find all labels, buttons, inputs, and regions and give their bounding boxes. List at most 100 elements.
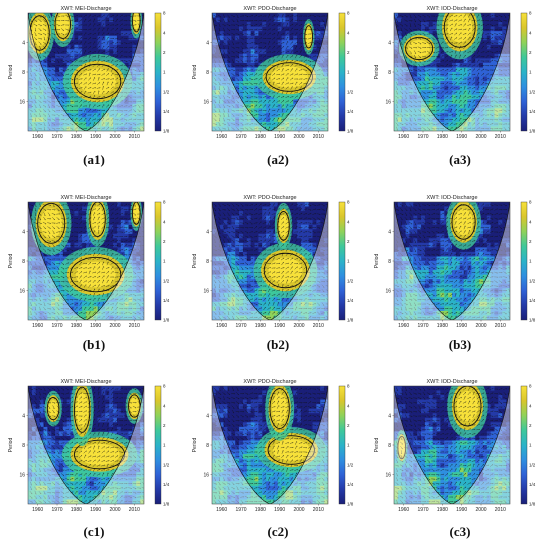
x-tick-label: 1990: [456, 134, 467, 140]
panel-caption: (c1): [4, 524, 184, 540]
y-axis-label: Period: [8, 254, 14, 269]
colorbar-tick-label: 1: [529, 70, 532, 75]
x-tick-label: 1970: [235, 134, 246, 140]
chart-title: XWT: IOD-Discharge: [426, 6, 477, 12]
panel-caption: (a3): [370, 152, 550, 168]
y-tick-label: 16: [19, 99, 25, 105]
x-tick-label: 2010: [129, 507, 140, 513]
colorbar-tick-label: 1: [163, 70, 166, 75]
colorbar-tick-label: 4: [529, 30, 532, 35]
x-tick-label: 1970: [235, 507, 246, 513]
colorbar-tick-label: 1/8: [347, 502, 354, 507]
colorbar-tick-label: 8: [347, 384, 350, 389]
x-tick-label: 2010: [313, 134, 324, 140]
colorbar-tick-label: 1: [347, 70, 350, 75]
chart-title: XWT: PDO-Discharge: [243, 195, 296, 201]
colorbar-tick-label: 2: [347, 239, 350, 244]
x-tick-label: 2010: [313, 507, 324, 513]
chart-title: XWT: MEI-Discharge: [60, 379, 111, 385]
x-tick-label: 2010: [313, 323, 324, 329]
power-field: [212, 202, 329, 320]
colorbar-tick-label: 1/2: [347, 462, 354, 467]
x-tick-label: 1960: [32, 507, 43, 513]
x-tick-label: 2000: [475, 507, 486, 513]
x-tick-label: 1980: [255, 323, 266, 329]
y-axis-label: Period: [8, 65, 14, 80]
colorbar-tick-label: 1: [529, 443, 532, 448]
x-tick-label: 2010: [495, 134, 506, 140]
colorbar-tick-label: 1: [529, 259, 532, 264]
x-tick-label: 1980: [71, 323, 82, 329]
significant-region-1: [446, 194, 481, 249]
x-tick-label: 1960: [216, 323, 227, 329]
colorbar-tick-label: 4: [347, 403, 350, 408]
power-field: [394, 194, 511, 320]
y-tick-label: 4: [206, 229, 209, 235]
x-tick-label: 1960: [32, 134, 43, 140]
y-axis-label: Period: [374, 438, 380, 453]
y-tick-label: 16: [19, 288, 25, 294]
colorbar-tick-label: 1: [347, 443, 350, 448]
colorbar-tick-label: 8: [163, 11, 166, 16]
x-tick-label: 2000: [293, 507, 304, 513]
colorbar: [155, 386, 161, 504]
colorbar-tick-label: 1/4: [529, 298, 536, 303]
colorbar-tick-label: 1/2: [347, 278, 354, 283]
x-tick-label: 1960: [398, 134, 409, 140]
panel-caption: (a2): [188, 152, 368, 168]
y-tick-label: 8: [388, 443, 391, 449]
x-tick-label: 1960: [216, 134, 227, 140]
y-tick-label: 4: [388, 413, 391, 419]
colorbar-tick-label: 1/4: [347, 482, 354, 487]
colorbar-tick-label: 2: [529, 423, 532, 428]
colorbar-tick-label: 1/4: [163, 298, 170, 303]
x-tick-label: 1990: [90, 134, 101, 140]
x-tick-label: 2010: [129, 323, 140, 329]
colorbar-tick-label: 1/8: [163, 502, 170, 507]
power-field: [212, 13, 329, 131]
chart-title: XWT: MEI-Discharge: [60, 195, 111, 201]
x-tick-label: 1990: [274, 507, 285, 513]
colorbar-tick-label: 1/2: [163, 462, 170, 467]
chart-title: XWT: MEI-Discharge: [60, 6, 111, 12]
y-tick-label: 4: [388, 40, 391, 46]
significant-region-2: [265, 377, 294, 441]
x-tick-label: 1970: [417, 134, 428, 140]
x-tick-label: 1960: [398, 507, 409, 513]
colorbar-tick-label: 8: [529, 11, 532, 16]
y-tick-label: 16: [385, 288, 391, 294]
y-axis-label: Period: [192, 65, 198, 80]
colorbar-tick-label: 8: [163, 200, 166, 205]
y-tick-label: 4: [206, 413, 209, 419]
x-tick-label: 2000: [109, 507, 120, 513]
colorbar-tick-label: 8: [163, 384, 166, 389]
panel-caption: (c2): [188, 524, 368, 540]
colorbar-tick-label: 1/8: [163, 129, 170, 134]
colorbar: [339, 202, 345, 320]
colorbar-tick-label: 1/2: [163, 89, 170, 94]
colorbar-tick-label: 2: [529, 239, 532, 244]
x-tick-label: 2000: [475, 134, 486, 140]
power-field: [28, 193, 145, 320]
colorbar-tick-label: 1/4: [347, 298, 354, 303]
chart-title: XWT: IOD-Discharge: [426, 195, 477, 201]
colorbar-tick-label: 2: [163, 239, 166, 244]
colorbar: [155, 13, 161, 131]
power-field: [212, 377, 329, 504]
y-tick-label: 16: [203, 99, 209, 105]
x-tick-label: 1990: [274, 134, 285, 140]
colorbar-tick-label: 4: [163, 403, 166, 408]
colorbar-tick-label: 1/4: [163, 109, 170, 114]
panel-caption: (b2): [188, 337, 368, 353]
colorbar-tick-label: 4: [529, 219, 532, 224]
y-tick-label: 16: [385, 99, 391, 105]
x-tick-label: 2010: [129, 134, 140, 140]
x-tick-label: 1980: [71, 507, 82, 513]
y-axis-label: Period: [8, 438, 14, 453]
x-tick-label: 2000: [109, 323, 120, 329]
colorbar-tick-label: 4: [529, 403, 532, 408]
